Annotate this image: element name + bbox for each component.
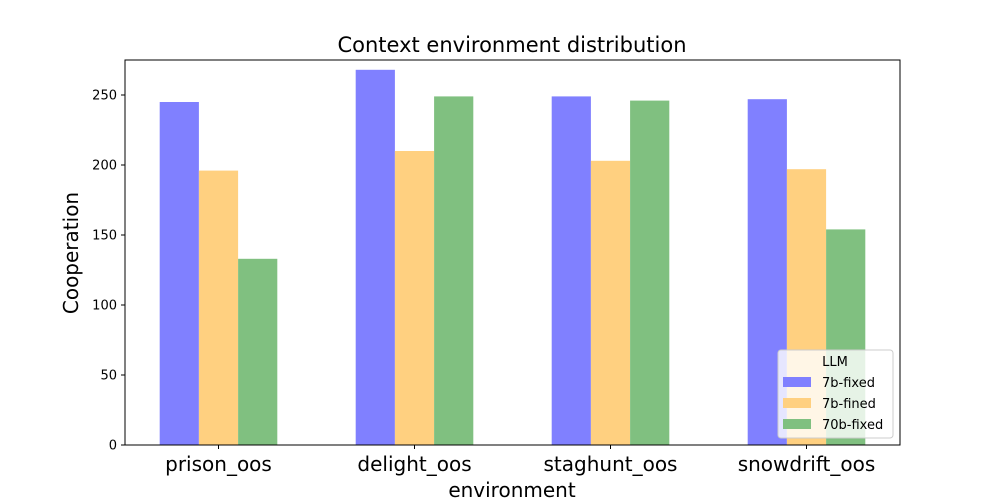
y-tick-label: 150 (92, 229, 117, 244)
x-tick-label: staghunt_oos (544, 452, 678, 476)
bar-7b-fixed-staghunt_oos (551, 96, 591, 446)
x-tick-label: delight_oos (357, 452, 471, 476)
legend-box (777, 349, 894, 439)
y-tick-label: 250 (92, 89, 117, 104)
bar-7b-fixed-delight_oos (355, 69, 395, 446)
x-tick-label: snowdrift_oos (738, 452, 876, 476)
y-tick-label: 200 (92, 159, 117, 174)
bar-7b-fined-prison_oos (198, 170, 239, 445)
y-axis: 0 50 100 150 200 250 (92, 89, 125, 454)
y-tick-label: 50 (100, 369, 117, 384)
legend-swatch-7b-fixed (783, 377, 811, 387)
bar-70b-fixed-staghunt_oos (630, 100, 670, 445)
plot-frame (124, 59, 901, 446)
legend-label-70b-fixed: 70b-fixed (822, 418, 883, 433)
bar-7b-fixed-prison_oos (159, 102, 199, 445)
x-tick-label: prison_oos (165, 452, 272, 476)
y-tick-label: 0 (109, 439, 117, 454)
legend-swatch-7b-fined (783, 398, 811, 408)
legend-label-7b-fixed: 7b-fixed (822, 376, 875, 391)
legend-title: LLM (822, 355, 848, 370)
chart-title: Context environment distribution (337, 33, 686, 57)
x-axis: prison_oos delight_oos staghunt_oos snowdri… (165, 445, 875, 476)
y-tick-label: 100 (92, 299, 117, 314)
bars-group (159, 69, 866, 446)
legend-label-7b-fined: 7b-fined (822, 397, 876, 412)
bar-7b-fined-staghunt_oos (590, 160, 631, 446)
bar-70b-fixed-prison_oos (238, 258, 278, 445)
legend: LLM 7b-fixed 7b-fined 70b-fixed (777, 349, 894, 439)
bar-70b-fixed-delight_oos (434, 96, 474, 446)
bar-7b-fined-delight_oos (394, 151, 435, 445)
legend-swatch-70b-fixed (783, 419, 811, 429)
x-axis-label: environment (448, 478, 576, 500)
y-axis-label: Cooperation (59, 192, 83, 314)
